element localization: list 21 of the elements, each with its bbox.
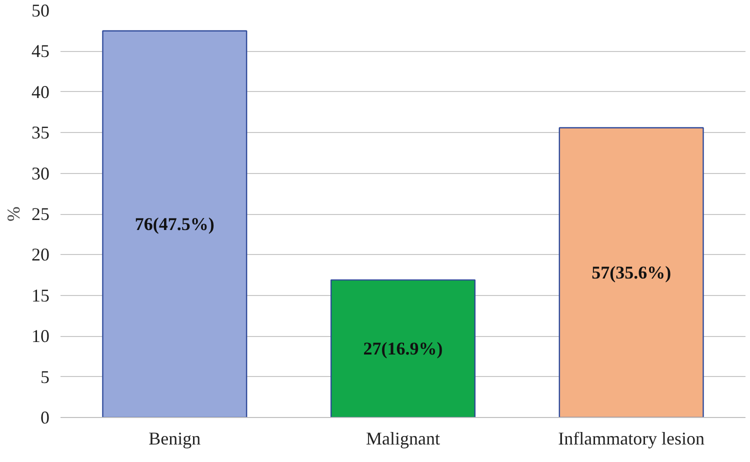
bar [558,127,704,418]
y-tick-label: 40 [32,82,50,102]
y-tick-label: 45 [32,41,50,62]
y-tick-label: 35 [32,122,50,143]
bar [330,279,476,418]
y-tick-label: 20 [32,244,50,265]
y-tick-label: 30 [32,163,50,184]
x-tick-label: Benign [148,428,201,448]
x-tick-label: Malignant [366,428,440,448]
data-label: 27(16.9%) [363,338,443,359]
y-axis-title: % [4,206,24,222]
x-tick-label: Inflammatory lesion [558,428,705,448]
y-tick-label: 0 [40,408,50,428]
data-label: 76(47.5%) [134,214,214,234]
bar [102,30,248,418]
y-tick-label: 25 [32,204,50,224]
y-tick-label: 5 [40,366,50,387]
data-label: 57(35.6%) [592,262,672,283]
y-tick-label: 50 [32,0,50,20]
y-tick-label: 10 [32,326,50,346]
y-tick-label: 15 [32,285,50,306]
